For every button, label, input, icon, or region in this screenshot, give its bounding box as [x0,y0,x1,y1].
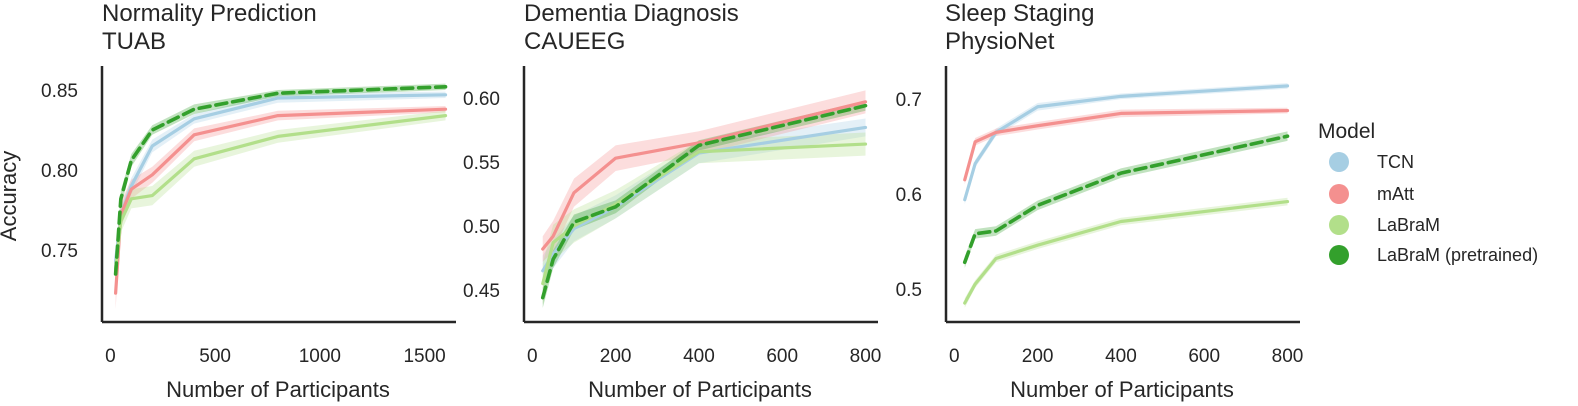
panel-subtitle: PhysioNet [945,28,1055,55]
series-line-matt [541,100,868,251]
panel-subtitle: TUAB [102,28,166,55]
series-line-tcn [963,84,1290,202]
plot-area: 0 200 400 600 800 0.45 0.50 0.55 0.60 [463,66,881,367]
series-line-labram-pretrained [113,85,448,276]
ci-band-labram-pretrained [964,131,1288,268]
y-tick-label: 0.85 [41,81,78,102]
y-tick-label: 0.50 [463,217,500,238]
x-tick-label: 400 [683,346,715,367]
ci-band-labram [542,132,866,305]
panel-title: Sleep Staging [945,0,1094,27]
x-tick-label: 200 [1022,346,1054,367]
x-tick-label: 800 [1272,346,1304,367]
x-tick-label: 600 [766,346,798,367]
series-line-labram-pretrained [540,103,868,300]
legend-marker [1329,184,1349,204]
x-tick-label: 0 [949,346,960,367]
legend-item-labram: LaBraM [1329,215,1440,235]
legend-marker [1329,245,1349,265]
x-tick-label: 500 [199,346,231,367]
series-line-matt [963,108,1290,182]
legend-label: LaBraM (pretrained) [1377,245,1538,265]
x-tick-label: 200 [600,346,632,367]
x-tick-label: 600 [1188,346,1220,367]
x-tick-label: 800 [850,346,882,367]
y-axis-label: Accuracy [0,151,21,241]
ci-band-matt [964,107,1288,185]
legend-label: mAtt [1377,184,1414,204]
x-tick-label: 1000 [299,346,341,367]
y-tick-label: 0.80 [41,161,78,182]
legend-item-tcn: TCN [1329,152,1414,172]
legend-label: LaBraM [1377,215,1440,235]
y-tick-label: 0.55 [463,153,500,174]
panel-subtitle: CAUEEG [524,28,625,55]
y-tick-label: 0.7 [896,90,922,111]
x-axis-label: Number of Participants [166,377,390,402]
panel-title: Dementia Diagnosis [524,0,739,27]
panel-tuab: Normality Prediction TUAB Number of Part… [0,0,456,402]
y-tick-label: 0.6 [896,185,922,206]
y-tick-label: 0.5 [896,280,922,301]
x-tick-label: 0 [105,346,116,367]
panel-title: Normality Prediction [102,0,317,27]
legend-item-matt: mAtt [1329,184,1414,204]
legend-item-labram-pretrained: LaBraM (pretrained) [1329,245,1538,265]
legend-label: TCN [1377,152,1414,172]
x-tick-label: 0 [527,346,538,367]
y-tick-label: 0.45 [463,281,500,302]
y-tick-label: 0.75 [41,241,78,262]
x-axis-label: Number of Participants [588,377,812,402]
plot-area: 0 200 400 600 800 0.5 0.6 0.7 [896,66,1304,367]
x-tick-label: 1500 [403,346,445,367]
legend: Model TCN mAtt LaBraM LaBraM (pretrained… [1318,120,1538,265]
plot-area: 0 500 1000 1500 0.75 0.80 0.85 [41,66,456,367]
y-tick-label: 0.60 [463,89,500,110]
series-line-labram [963,199,1290,305]
x-axis-label: Number of Participants [1010,377,1234,402]
panel-physionet: Sleep Staging PhysioNet Number of Partic… [896,0,1304,402]
panel-caueeg: Dementia Diagnosis CAUEEG Number of Part… [463,0,881,402]
legend-title: Model [1318,120,1375,143]
x-tick-label: 400 [1105,346,1137,367]
ci-band-labram [115,110,446,282]
series-line-tcn [541,125,868,273]
series-line-labram-pretrained [962,134,1290,265]
ci-band-matt [542,90,866,262]
legend-marker [1329,215,1349,235]
legend-marker [1329,152,1349,172]
